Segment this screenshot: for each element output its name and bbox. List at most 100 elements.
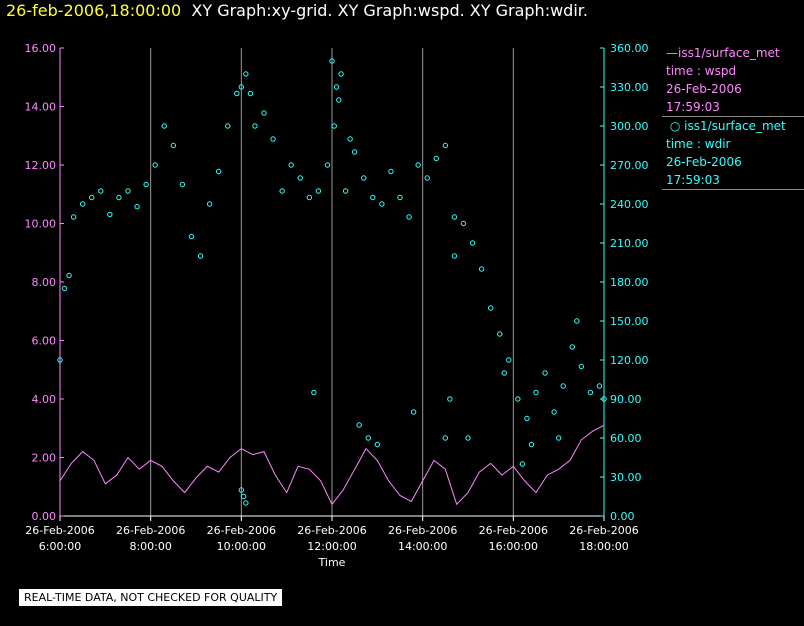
wdir-point (555, 435, 562, 441)
wdir-point (98, 188, 104, 194)
grid-lines (150, 48, 605, 516)
wdir-point (451, 214, 458, 220)
wspd-series (59, 424, 605, 506)
legend-wspd-name: iss1/surface_met (678, 46, 780, 60)
wdir-point (238, 84, 245, 90)
wdir-point (442, 435, 449, 441)
wdir-point (365, 435, 371, 441)
wdir-point (261, 110, 267, 116)
x-tick-time: 18:00:00 (579, 540, 628, 553)
wdir-point (161, 123, 167, 129)
left-tick-label: 8.00 (32, 276, 57, 289)
wdir-point (331, 123, 337, 129)
wdir-point (347, 136, 353, 142)
wdir-point (342, 188, 349, 194)
wdir-point (578, 363, 585, 370)
x-tick-date: 26-Feb-2006 (569, 524, 638, 537)
x-tick-time: 12:00:00 (307, 540, 356, 553)
wdir-point (243, 71, 249, 77)
wdir-point (107, 211, 113, 218)
wdir-point (497, 331, 503, 337)
right-tick-label: 30.00 (610, 471, 642, 484)
x-axis-label: Time (318, 556, 346, 569)
right-tick-label: 360.00 (610, 42, 649, 55)
right-tick-label: 150.00 (610, 315, 649, 328)
wdir-point (447, 396, 453, 402)
wdir-point (288, 162, 294, 168)
tick-labels: 0.00 2.00 4.00 6.00 8.00 10.00 12.00 14.00 16.00… (25, 42, 649, 569)
wdir-point (270, 136, 276, 142)
wdir-point (297, 175, 303, 181)
wdir-point (188, 233, 195, 240)
legend-wdir-name: iss1/surface_met (684, 119, 786, 133)
wdir-point (79, 201, 86, 207)
wdir-point (410, 409, 417, 415)
left-tick-label: 16.00 (25, 42, 57, 55)
wdir-point (465, 435, 471, 441)
wdir-point (66, 272, 72, 279)
wdir-point (215, 168, 222, 175)
right-tick-label: 330.00 (610, 81, 649, 94)
title-timestamp: 26-feb-2006,18:00:00 (6, 1, 182, 20)
wdir-point (370, 194, 376, 201)
legend-wdir-time: 17:59:03 (666, 173, 720, 187)
x-tick-time: 6:00:00 (39, 540, 81, 553)
right-tick-label: 0.00 (610, 510, 635, 523)
wdir-point (116, 194, 122, 201)
wdir-point (569, 344, 575, 350)
wdir-point (338, 71, 344, 77)
wdir-point (574, 318, 580, 324)
wdir-point (329, 58, 335, 64)
right-tick-label: 180.00 (610, 276, 649, 289)
wdir-point (501, 370, 507, 376)
wdir-point (533, 389, 539, 396)
wdir-point (560, 383, 566, 389)
legend-wspd-time: 17:59:03 (666, 100, 720, 114)
wdir-point (478, 266, 485, 272)
x-tick-date: 26-Feb-2006 (25, 524, 94, 537)
wdir-point (551, 409, 557, 415)
wdir-point (519, 461, 526, 467)
wdir-point (279, 188, 285, 194)
legend: —iss1/surface_met time : wspd 26-Feb-200… (662, 44, 804, 190)
wdir-point (206, 201, 213, 207)
left-tick-label: 10.00 (25, 218, 57, 231)
wdir-point (89, 194, 95, 201)
wdir-point (306, 194, 313, 201)
wdir-point (515, 396, 521, 402)
wdir-point (351, 149, 358, 155)
wdir-point (240, 493, 247, 500)
left-tick-label: 14.00 (25, 101, 57, 114)
legend-entry-wspd: —iss1/surface_met time : wspd 26-Feb-200… (662, 44, 804, 117)
wdir-point (134, 203, 140, 210)
right-tick-label: 240.00 (610, 198, 649, 211)
wdir-point (336, 97, 342, 103)
wdir-point (238, 487, 245, 493)
wdir-point (234, 90, 240, 97)
wdir-point (596, 383, 603, 389)
legend-wdir-var: time : wdir (666, 137, 731, 151)
legend-wdir-date: 26-Feb-2006 (666, 155, 742, 169)
wdir-point (70, 214, 77, 220)
wdir-point (61, 285, 68, 292)
right-tick-label: 210.00 (610, 237, 649, 250)
left-tick-label: 12.00 (25, 159, 57, 172)
wdir-point (197, 253, 204, 259)
wdir-point (397, 194, 403, 201)
wdir-point (601, 396, 607, 402)
right-tick-label: 120.00 (610, 354, 649, 367)
wdir-point (506, 357, 512, 363)
wdir-point (324, 162, 331, 168)
title-graph-list: XY Graph:xy-grid. XY Graph:wspd. XY Grap… (191, 1, 588, 20)
wdir-point (311, 389, 317, 396)
x-tick-time: 14:00:00 (398, 540, 447, 553)
wdir-point (356, 422, 362, 428)
wdir-point (379, 201, 385, 207)
wdir-point (170, 142, 177, 149)
wdir-point (252, 123, 258, 129)
right-tick-label: 60.00 (610, 432, 642, 445)
wdir-point (225, 123, 231, 129)
wdir-point (587, 389, 594, 396)
legend-wspd-date: 26-Feb-2006 (666, 82, 742, 96)
wdir-point (451, 253, 458, 259)
